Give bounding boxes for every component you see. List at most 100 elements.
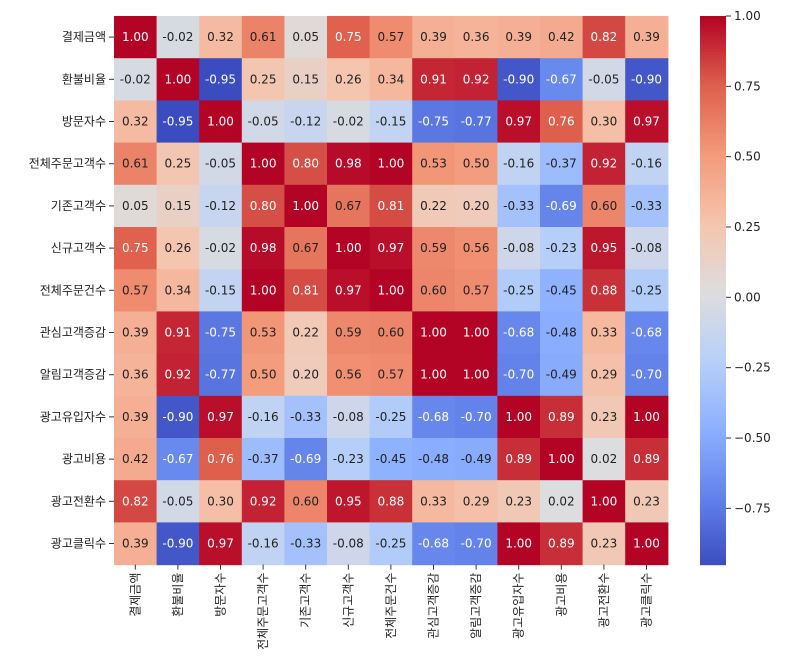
heatmap-cell xyxy=(327,16,371,59)
colorbar-segment xyxy=(700,175,726,179)
colorbar-segment xyxy=(700,339,726,344)
cell-value-label: 0.42 xyxy=(548,30,575,44)
cell-value-label: 0.20 xyxy=(463,199,490,213)
column-label: 결제금액 xyxy=(128,573,142,617)
colorbar-segment xyxy=(700,405,726,409)
cell-value-label: -0.48 xyxy=(418,452,449,466)
row-label: 광고비용 xyxy=(62,452,106,466)
cell-value-label: -0.15 xyxy=(375,115,406,129)
heatmap-cell xyxy=(241,184,285,228)
colorbar-segment xyxy=(700,559,726,563)
cell-value-label: 0.05 xyxy=(122,199,149,213)
cell-value-label: -0.25 xyxy=(375,410,406,424)
colorbar-segment xyxy=(700,430,726,434)
colorbar-segment xyxy=(700,218,726,223)
cell-value-label: -0.90 xyxy=(162,410,193,424)
colorbar-segment xyxy=(700,452,726,456)
heatmap-cell xyxy=(114,269,158,312)
heatmap-cell xyxy=(497,395,541,439)
colorbar-segment xyxy=(700,394,726,398)
cell-value-label: 0.53 xyxy=(420,157,447,171)
heatmap-cell xyxy=(540,269,584,312)
colorbar-segment xyxy=(700,358,726,363)
cell-value-label: 0.29 xyxy=(463,494,490,508)
cell-value-label: -0.16 xyxy=(248,410,279,424)
heatmap-cell xyxy=(497,58,541,101)
cell-value-label: 0.39 xyxy=(122,537,149,551)
colorbar-segment xyxy=(700,48,726,53)
heatmap-cell xyxy=(582,311,626,355)
heatmap-cell xyxy=(582,353,626,397)
cell-value-label: -0.37 xyxy=(248,452,279,466)
cell-value-label: -0.12 xyxy=(205,199,236,213)
colorbar-segment xyxy=(700,361,726,365)
cell-value-label: -0.05 xyxy=(588,72,619,86)
cell-value-label: 1.00 xyxy=(633,410,660,424)
row-label: 신규고객수 xyxy=(51,241,106,255)
heatmap-cells: 1.00 -0.02 0.32 0.61 0.05 0.75 0.57 0.39 0.36 0.3… xyxy=(114,16,669,566)
colorbar-segment xyxy=(700,238,726,242)
heatmap-cell xyxy=(497,16,541,59)
heatmap-cell xyxy=(241,269,285,312)
cell-value-label: -0.23 xyxy=(546,241,577,255)
heatmap-cell xyxy=(114,438,158,481)
colorbar-segment xyxy=(700,37,726,42)
colorbar-segment xyxy=(700,507,726,511)
heatmap-cell xyxy=(454,227,498,270)
cell-value-label: -0.75 xyxy=(418,115,449,129)
cell-value-label: -0.08 xyxy=(333,410,364,424)
heatmap-cell xyxy=(412,353,456,397)
cell-value-label: 0.98 xyxy=(335,157,362,171)
colorbar-segment xyxy=(700,345,726,349)
colorbar-segment xyxy=(700,205,726,209)
heatmap-cell xyxy=(284,438,328,481)
cell-value-label: -0.68 xyxy=(418,537,449,551)
colorbar-segment xyxy=(700,235,726,239)
heatmap-cell xyxy=(327,311,371,355)
cell-value-label: -0.23 xyxy=(333,452,364,466)
colorbar-segment xyxy=(700,90,726,94)
colorbar-segment xyxy=(700,43,726,47)
heatmap-cell xyxy=(625,100,669,144)
colorbar-segment xyxy=(700,57,726,61)
cell-value-label: 0.22 xyxy=(420,199,447,213)
cell-value-label: -0.95 xyxy=(205,72,236,86)
heatmap-cell xyxy=(369,100,413,144)
row-label: 광고유입자수 xyxy=(40,410,106,424)
heatmap-cell xyxy=(284,142,328,186)
cell-value-label: 0.89 xyxy=(505,452,532,466)
cell-value-label: 0.67 xyxy=(292,241,319,255)
heatmap-cell xyxy=(369,142,413,186)
heatmap-cell xyxy=(327,142,371,186)
heatmap-cell xyxy=(412,142,456,186)
colorbar-segment xyxy=(700,142,726,146)
heatmap-cell xyxy=(625,184,669,228)
colorbar-segment xyxy=(700,528,726,533)
colorbar-segment xyxy=(700,186,726,190)
colorbar-segment xyxy=(700,92,726,97)
row-label: 광고전환수 xyxy=(51,494,106,508)
colorbar-segment xyxy=(700,539,726,544)
cell-value-label: 0.23 xyxy=(633,494,660,508)
cell-value-label: 0.92 xyxy=(165,368,192,382)
colorbar-segment xyxy=(700,556,726,560)
heatmap-cell xyxy=(199,269,243,312)
cell-value-label: 0.56 xyxy=(335,368,362,382)
colorbar-segment xyxy=(700,432,726,437)
cell-value-label: 1.00 xyxy=(165,72,192,86)
cell-value-label: 0.92 xyxy=(591,157,618,171)
colorbar-segment xyxy=(700,114,726,119)
colorbar-segment xyxy=(700,221,726,226)
colorbar-segment xyxy=(700,416,726,420)
colorbar-segment xyxy=(700,369,726,374)
heatmap-cell xyxy=(497,142,541,186)
cell-value-label: 0.60 xyxy=(292,494,319,508)
cell-value-label: 1.00 xyxy=(122,30,149,44)
colorbar-segment xyxy=(700,378,726,382)
cell-value-label: 0.89 xyxy=(548,537,575,551)
colorbar-segment xyxy=(700,304,726,308)
heatmap-cell xyxy=(199,395,243,439)
heatmap-cell xyxy=(625,142,669,186)
colorbar-segment xyxy=(700,526,726,530)
